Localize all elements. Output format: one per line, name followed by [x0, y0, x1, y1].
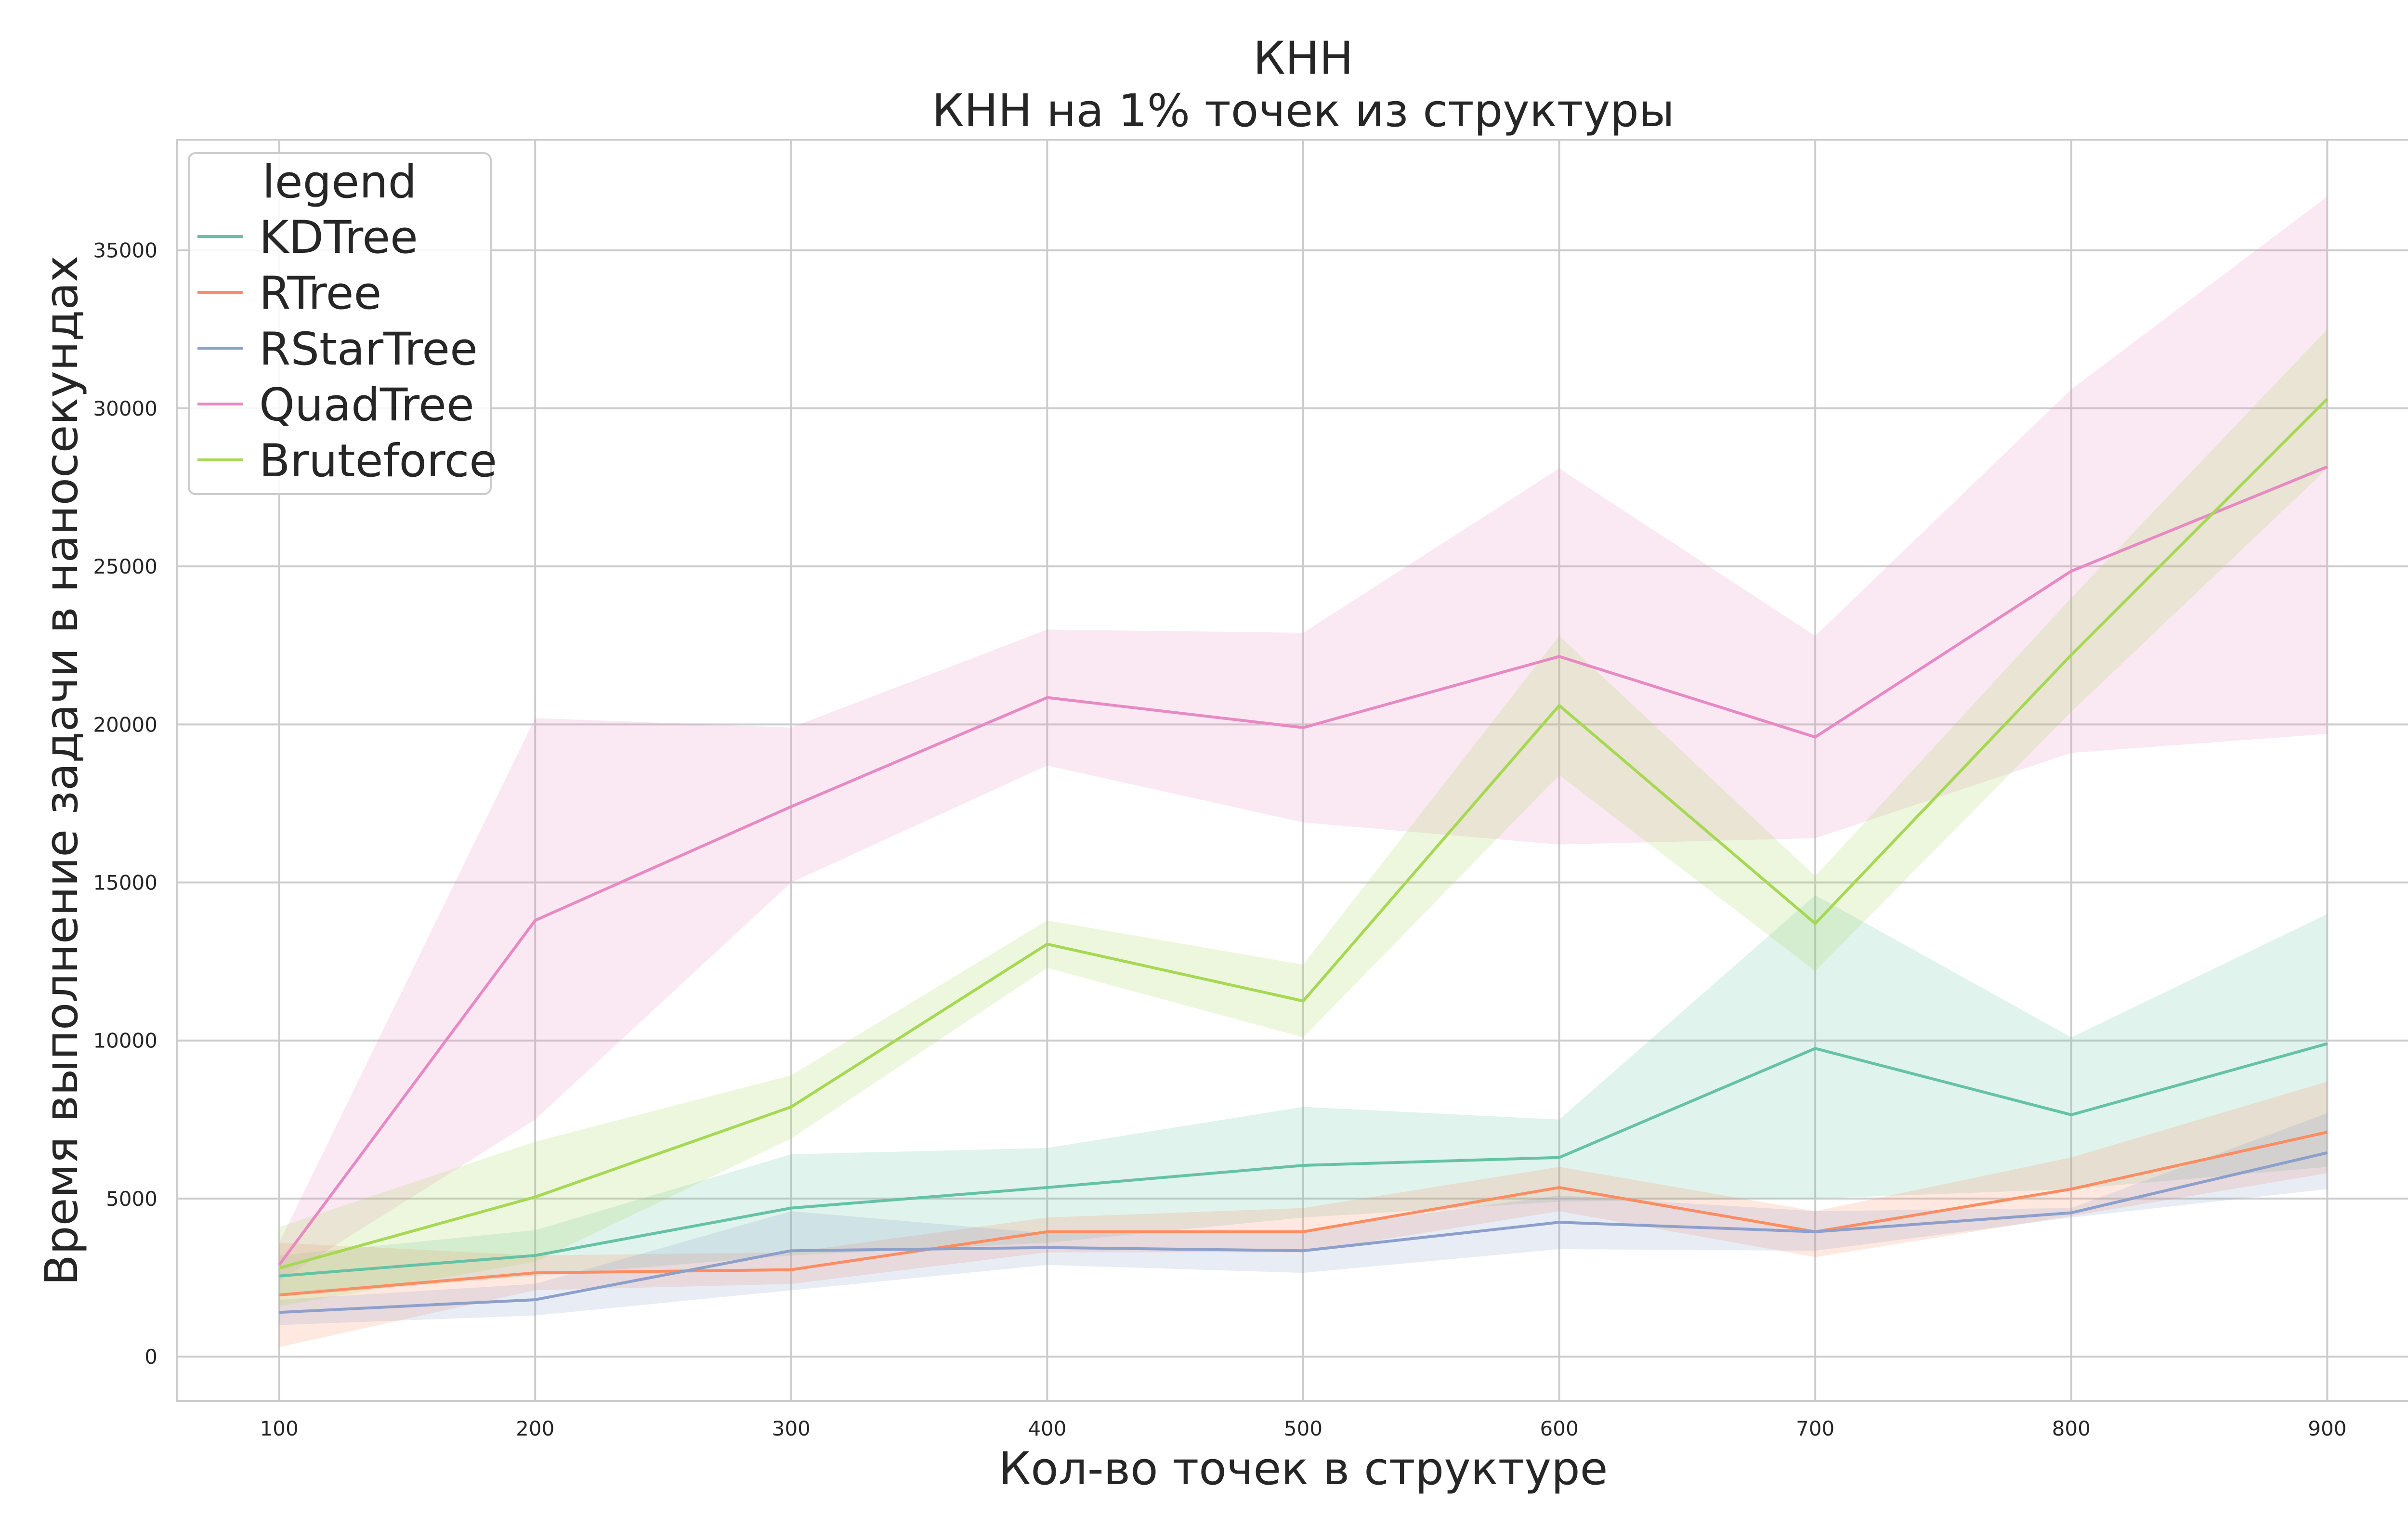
- point-rstartree: [1815, 1231, 1816, 1232]
- grid: [177, 140, 2408, 1401]
- point-quadtree: [535, 920, 536, 921]
- point-rtree: [2327, 1132, 2328, 1133]
- chart-subtitle: КНН на 1% точек из структуры: [932, 85, 1675, 137]
- legend-label: QuadTree: [259, 379, 474, 431]
- ci-band-quadtree: [279, 196, 2328, 1281]
- x-tick-label: 800: [2052, 1417, 2091, 1440]
- point-kdtree: [535, 1255, 536, 1256]
- x-tick-label: 200: [516, 1417, 554, 1440]
- x-tick-label: 900: [2308, 1417, 2346, 1440]
- y-tick-labels: 0 5000 10000 15000 20000 25000 30000 35000: [93, 239, 157, 1369]
- y-tick-label: 30000: [93, 397, 157, 420]
- legend-box: [188, 152, 492, 495]
- ci-band-kdtree: [279, 895, 2328, 1297]
- x-tick-label: 600: [1540, 1417, 1579, 1440]
- plot-frame: [176, 139, 2408, 1402]
- legend-label: Bruteforce: [259, 435, 497, 487]
- y-tick-label: 0: [144, 1345, 157, 1369]
- legend-label: KDTree: [259, 211, 418, 264]
- x-tick-label: 500: [1284, 1417, 1322, 1440]
- x-tick-label: 700: [1796, 1417, 1834, 1440]
- y-tick-label: 20000: [93, 713, 157, 736]
- legend-label: RStarTree: [259, 323, 478, 376]
- y-tick-label: 15000: [93, 871, 157, 895]
- chart-title: КНН: [1253, 32, 1353, 85]
- legend: legend KDTreeRTreeRStarTreeQuadTreeBrute…: [188, 152, 497, 495]
- ci-band-rstartree: [279, 1113, 2328, 1325]
- y-tick-label: 5000: [106, 1187, 157, 1211]
- ci-band-rtree: [279, 1082, 2328, 1347]
- plot-background: [177, 140, 2408, 1401]
- point-quadtree: [1303, 727, 1304, 728]
- y-tick-label: 35000: [93, 239, 157, 262]
- legend-title: legend: [262, 156, 417, 209]
- x-tick-labels: 100 200 300 400 500 600 700 800 900: [260, 1417, 2347, 1440]
- point-bruteforce: [1815, 923, 1816, 924]
- x-axis-label: Кол-во точек в структуре: [998, 1443, 1608, 1495]
- y-axis-label: Время выполнение задачи в наносекундах: [36, 255, 88, 1285]
- point-rstartree: [535, 1299, 536, 1300]
- legend-label: RTree: [259, 267, 381, 320]
- series-lines: [278, 398, 2329, 1314]
- point-rtree: [1303, 1231, 1304, 1232]
- x-tick-label: 300: [772, 1417, 811, 1440]
- point-rstartree: [2327, 1152, 2328, 1153]
- x-tick-label: 100: [260, 1417, 299, 1440]
- point-kdtree: [1815, 1048, 1816, 1049]
- y-tick-label: 25000: [93, 555, 157, 578]
- x-tick-label: 400: [1028, 1417, 1066, 1440]
- y-tick-label: 10000: [93, 1029, 157, 1053]
